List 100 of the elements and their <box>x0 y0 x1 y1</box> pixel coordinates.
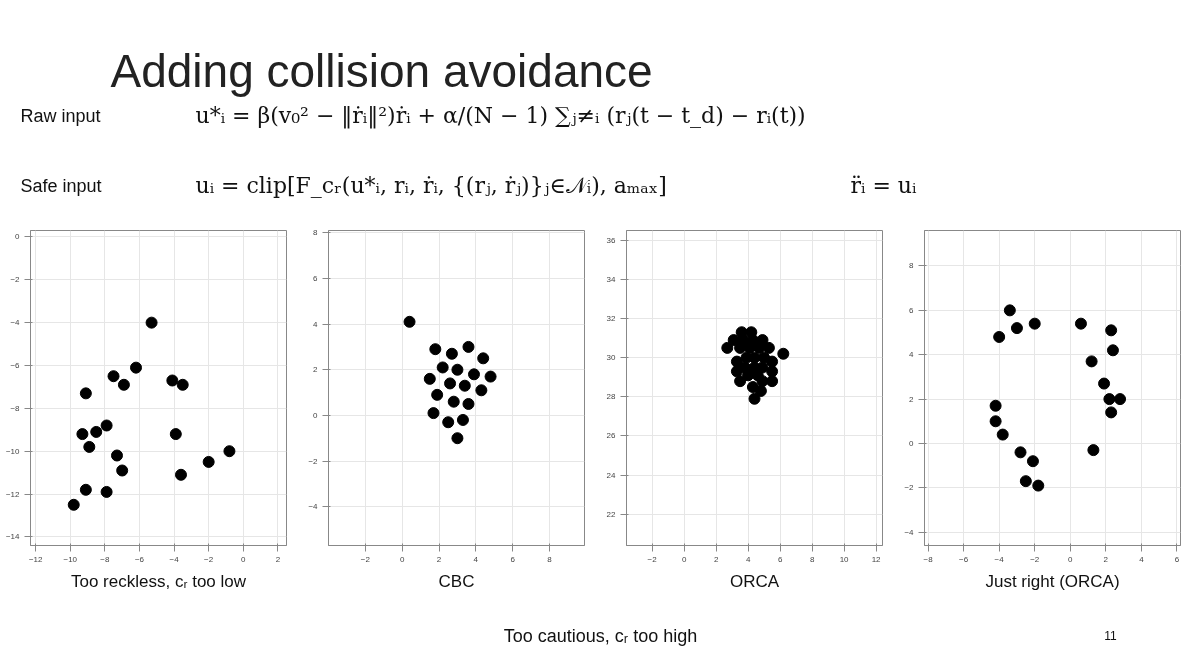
point <box>116 464 129 477</box>
point <box>1105 406 1118 419</box>
x-tick-label: −2 <box>1030 554 1040 564</box>
y-tick-label: 6 <box>313 273 319 283</box>
y-tick-label: 30 <box>606 353 617 363</box>
x-tick-label: −8 <box>923 554 934 564</box>
point <box>176 378 189 391</box>
point <box>1028 317 1041 330</box>
y-tick-label: 2 <box>909 394 915 404</box>
text: ORCA <box>729 571 780 591</box>
y-tick-label: 36 <box>606 235 617 245</box>
point <box>145 316 158 329</box>
text: Safe input <box>20 175 102 196</box>
x-tick-label: 12 <box>871 554 882 564</box>
point <box>730 365 743 378</box>
text: CBC <box>438 571 475 591</box>
y-tick-label: 8 <box>909 261 915 271</box>
y-tick-label: 0 <box>313 410 319 420</box>
point <box>423 372 436 385</box>
point <box>90 425 103 438</box>
point <box>169 428 182 441</box>
y-tick-label: 0 <box>15 232 21 242</box>
point <box>427 407 440 420</box>
text: Adding collision avoidance <box>110 44 653 97</box>
point <box>174 468 187 481</box>
y-tick-label: 22 <box>606 509 617 519</box>
point <box>766 365 779 378</box>
point <box>748 392 761 405</box>
x-tick-label: −2 <box>204 554 214 564</box>
x-tick-label: 4 <box>473 554 479 564</box>
point <box>1010 322 1023 335</box>
point <box>67 498 80 511</box>
point <box>475 384 488 397</box>
point <box>431 388 444 401</box>
point <box>1003 304 1016 317</box>
y-tick-label: 0 <box>909 438 915 448</box>
point <box>442 416 455 429</box>
y-tick-label: −8 <box>10 403 21 413</box>
x-tick-label: −2 <box>647 554 658 564</box>
point <box>1106 344 1119 357</box>
x-tick-label: −4 <box>994 554 1005 564</box>
y-tick-label: 24 <box>606 470 617 480</box>
y-tick-label: −4 <box>308 502 319 512</box>
y-tick-label: 4 <box>313 319 319 329</box>
point <box>117 378 130 391</box>
point <box>477 352 490 365</box>
x-tick-label: 8 <box>809 554 815 564</box>
text: Just right (ORCA) <box>985 571 1120 591</box>
point <box>996 428 1009 441</box>
point <box>403 315 416 328</box>
y-tick-label: −2 <box>308 456 319 466</box>
point <box>462 397 475 410</box>
y-tick-label: −12 <box>5 489 21 499</box>
point <box>100 485 113 498</box>
point <box>83 440 96 453</box>
x-tick-label: 6 <box>510 554 516 564</box>
x-tick-label: 2 <box>436 554 442 564</box>
y-tick-label: −10 <box>5 446 21 456</box>
point <box>1032 479 1045 492</box>
x-tick-label: −12 <box>28 554 44 564</box>
point <box>989 415 1002 428</box>
point <box>468 368 480 381</box>
point <box>989 399 1002 412</box>
point <box>110 449 123 462</box>
point <box>223 445 236 458</box>
point <box>734 375 747 388</box>
x-tick-label: −8 <box>100 554 110 564</box>
point <box>429 343 442 356</box>
y-tick-label: −2 <box>10 275 21 285</box>
point <box>79 483 92 496</box>
x-tick-label: 0 <box>399 554 405 564</box>
point <box>1014 446 1027 459</box>
point <box>451 363 464 376</box>
point <box>79 387 92 400</box>
point <box>445 347 458 360</box>
x-tick-label: 0 <box>681 554 687 564</box>
text: 11 <box>1104 629 1118 643</box>
x-tick-label: 2 <box>275 554 281 564</box>
x-tick-label: −2 <box>360 554 371 564</box>
text: uᵢ = clip[F_cᵣ(u*ᵢ, rᵢ, ṙᵢ, {(rⱼ, ṙⱼ)}ⱼ∈𝒩ᵢ), aₘₐₓ] <box>195 173 667 198</box>
y-tick-label: 6 <box>909 305 915 315</box>
text: r̈ᵢ = uᵢ <box>850 173 918 198</box>
point <box>1026 455 1039 468</box>
text: u*ᵢ = β(v₀² − ‖ṙᵢ‖²)ṙᵢ + α/(N − 1) ∑ⱼ≠ᵢ (rⱼ(t − t_d) − rᵢ(t)) <box>195 103 806 129</box>
point <box>754 384 767 397</box>
y-tick-label: −4 <box>904 527 915 537</box>
point <box>107 370 120 383</box>
x-tick-label: 6 <box>1174 554 1180 564</box>
y-tick-label: 28 <box>606 392 617 402</box>
point <box>456 413 469 426</box>
x-tick-label: 2 <box>1103 554 1109 564</box>
point <box>76 428 89 441</box>
point <box>1085 355 1098 368</box>
y-tick-label: 2 <box>313 365 319 375</box>
point <box>721 341 734 354</box>
y-tick-label: −4 <box>10 318 21 328</box>
point <box>202 455 215 468</box>
x-tick-label: 4 <box>745 554 751 564</box>
point <box>462 340 475 353</box>
x-tick-label: 0 <box>1068 554 1074 564</box>
